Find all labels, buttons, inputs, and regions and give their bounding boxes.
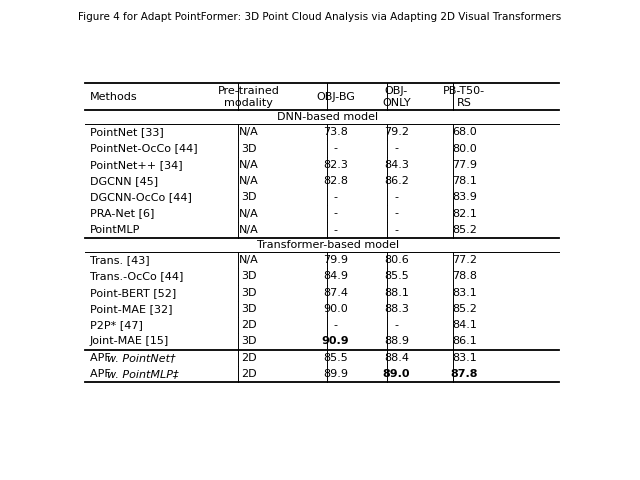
Text: 78.8: 78.8 — [452, 271, 477, 281]
Text: DNN-based model: DNN-based model — [277, 112, 379, 122]
Text: Methods: Methods — [90, 92, 138, 102]
Text: 3D: 3D — [241, 192, 257, 202]
Text: 73.8: 73.8 — [323, 127, 348, 137]
Text: N/A: N/A — [239, 255, 259, 265]
Text: 80.0: 80.0 — [452, 144, 477, 154]
Text: 3D: 3D — [241, 304, 257, 314]
Text: 88.1: 88.1 — [384, 288, 409, 298]
Text: 2D: 2D — [241, 320, 257, 330]
Text: Joint-MAE [15]: Joint-MAE [15] — [90, 336, 169, 347]
Text: PB-T50-
RS: PB-T50- RS — [444, 86, 486, 108]
Text: 88.3: 88.3 — [384, 304, 409, 314]
Text: APF: APF — [90, 353, 114, 363]
Text: -: - — [333, 225, 337, 235]
Text: N/A: N/A — [239, 176, 259, 186]
Text: -: - — [394, 209, 399, 218]
Text: 85.5: 85.5 — [323, 353, 348, 363]
Text: 3D: 3D — [241, 336, 257, 347]
Text: 90.9: 90.9 — [322, 336, 349, 347]
Text: Trans.-OcCo [44]: Trans.-OcCo [44] — [90, 271, 183, 281]
Text: APF: APF — [90, 369, 114, 379]
Text: -: - — [333, 209, 337, 218]
Text: OBJ-BG: OBJ-BG — [316, 92, 355, 102]
Text: PointNet-OcCo [44]: PointNet-OcCo [44] — [90, 144, 198, 154]
Text: P2P* [47]: P2P* [47] — [90, 320, 143, 330]
Text: 83.9: 83.9 — [452, 192, 477, 202]
Text: 84.1: 84.1 — [452, 320, 477, 330]
Text: DGCNN-OcCo [44]: DGCNN-OcCo [44] — [90, 192, 192, 202]
Text: DGCNN [45]: DGCNN [45] — [90, 176, 158, 186]
Text: w. PointNet†: w. PointNet† — [107, 353, 175, 363]
Text: -: - — [333, 144, 337, 154]
Text: -: - — [394, 320, 399, 330]
Text: 88.9: 88.9 — [384, 336, 409, 347]
Text: 83.1: 83.1 — [452, 353, 477, 363]
Text: 83.1: 83.1 — [452, 288, 477, 298]
Text: PointMLP: PointMLP — [90, 225, 140, 235]
Text: 77.2: 77.2 — [452, 255, 477, 265]
Text: PointNet [33]: PointNet [33] — [90, 127, 164, 137]
Text: 2D: 2D — [241, 369, 257, 379]
Text: 78.1: 78.1 — [452, 176, 477, 186]
Text: 82.8: 82.8 — [323, 176, 348, 186]
Text: 87.8: 87.8 — [451, 369, 478, 379]
Text: N/A: N/A — [239, 225, 259, 235]
Text: 3D: 3D — [241, 271, 257, 281]
Text: 85.2: 85.2 — [452, 304, 477, 314]
Text: 86.1: 86.1 — [452, 336, 477, 347]
Text: N/A: N/A — [239, 160, 259, 170]
Text: 90.0: 90.0 — [323, 304, 348, 314]
Text: 87.4: 87.4 — [323, 288, 348, 298]
Text: 86.2: 86.2 — [384, 176, 409, 186]
Text: -: - — [333, 192, 337, 202]
Text: N/A: N/A — [239, 209, 259, 218]
Text: 89.9: 89.9 — [323, 369, 348, 379]
Text: 84.3: 84.3 — [384, 160, 409, 170]
Text: 85.5: 85.5 — [384, 271, 409, 281]
Text: Point-MAE [32]: Point-MAE [32] — [90, 304, 172, 314]
Text: N/A: N/A — [239, 127, 259, 137]
Text: 80.6: 80.6 — [384, 255, 409, 265]
Text: w. PointMLP‡: w. PointMLP‡ — [107, 369, 179, 379]
Text: -: - — [333, 320, 337, 330]
Text: Transformer-based model: Transformer-based model — [257, 240, 399, 250]
Text: 82.1: 82.1 — [452, 209, 477, 218]
Text: PRA-Net [6]: PRA-Net [6] — [90, 209, 154, 218]
Text: OBJ-
ONLY: OBJ- ONLY — [382, 86, 411, 108]
Text: 82.3: 82.3 — [323, 160, 348, 170]
Text: 88.4: 88.4 — [384, 353, 409, 363]
Text: Trans. [43]: Trans. [43] — [90, 255, 150, 265]
Text: 3D: 3D — [241, 144, 257, 154]
Text: -: - — [394, 192, 399, 202]
Text: 77.9: 77.9 — [452, 160, 477, 170]
Text: 85.2: 85.2 — [452, 225, 477, 235]
Text: 2D: 2D — [241, 353, 257, 363]
Text: Figure 4 for Adapt PointFormer: 3D Point Cloud Analysis via Adapting 2D Visual T: Figure 4 for Adapt PointFormer: 3D Point… — [78, 12, 562, 22]
Text: 79.9: 79.9 — [323, 255, 348, 265]
Text: 3D: 3D — [241, 288, 257, 298]
Text: PointNet++ [34]: PointNet++ [34] — [90, 160, 182, 170]
Text: Pre-trained
modality: Pre-trained modality — [218, 86, 280, 108]
Text: 89.0: 89.0 — [383, 369, 410, 379]
Text: -: - — [394, 144, 399, 154]
Text: -: - — [394, 225, 399, 235]
Text: 79.2: 79.2 — [384, 127, 409, 137]
Text: Point-BERT [52]: Point-BERT [52] — [90, 288, 176, 298]
Text: 84.9: 84.9 — [323, 271, 348, 281]
Text: 68.0: 68.0 — [452, 127, 477, 137]
